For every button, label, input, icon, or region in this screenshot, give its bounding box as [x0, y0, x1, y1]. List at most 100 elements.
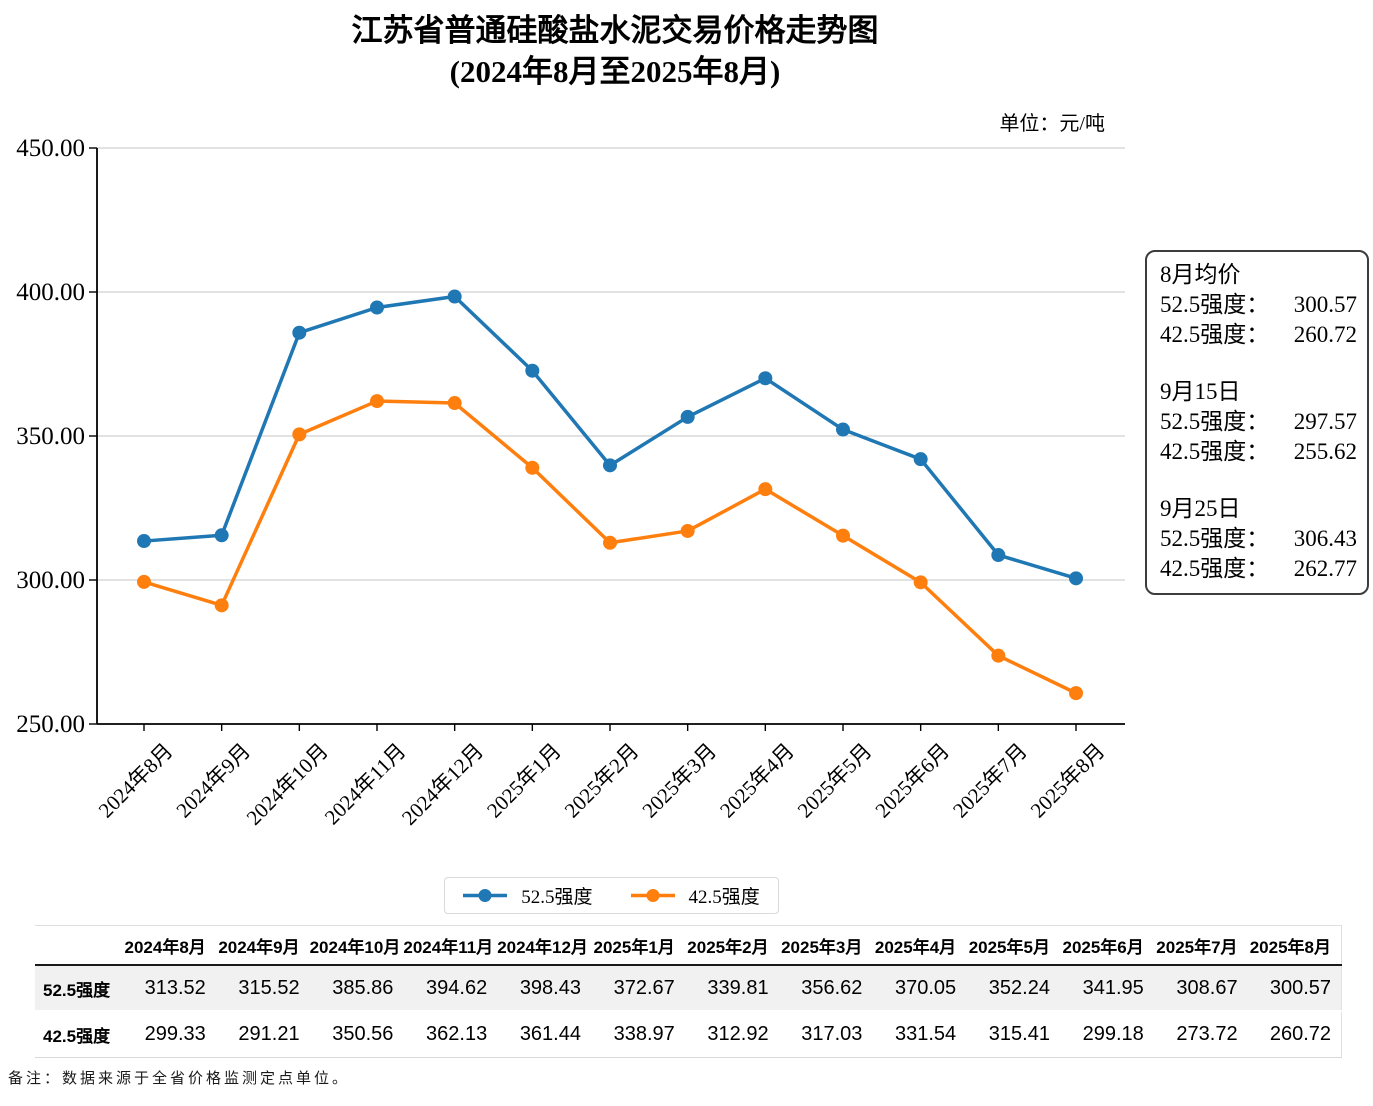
- x-tick-label: 2024年8月: [94, 739, 178, 823]
- annotation-row: 42.5强度： 260.72: [1160, 320, 1357, 350]
- x-tick-label: 2024年11月: [320, 739, 411, 830]
- data-point: [137, 534, 151, 549]
- legend-item: 42.5强度: [630, 882, 760, 909]
- annotation-value: 262.77: [1293, 556, 1357, 581]
- legend-item: 52.5强度: [463, 882, 593, 909]
- header-cell: 2024年9月: [215, 925, 310, 966]
- annotation-row: 52.5强度： 300.57: [1160, 290, 1357, 320]
- annotation-row: 42.5强度： 255.62: [1160, 437, 1357, 467]
- x-tick-label: 2025年6月: [870, 739, 954, 823]
- value-cell: 350.56: [309, 1011, 404, 1058]
- legend-marker-icon: [630, 889, 675, 902]
- y-tick-label: 350.00: [16, 423, 85, 450]
- header-cell: 2024年10月: [309, 925, 404, 966]
- header-cell: 2024年11月: [403, 925, 498, 966]
- value-cell: 356.62: [778, 965, 873, 1012]
- value-cell: 385.86: [309, 965, 404, 1012]
- data-point: [214, 598, 229, 613]
- header-cell: 2025年7月: [1153, 925, 1248, 966]
- data-point: [447, 289, 462, 304]
- header-cell: 2024年8月: [122, 925, 216, 966]
- data-point: [758, 482, 773, 497]
- x-tick-label: 2025年4月: [715, 739, 799, 823]
- value-cell: 339.81: [684, 965, 779, 1012]
- data-point: [1069, 571, 1083, 586]
- annotation-value: 297.57: [1293, 409, 1357, 434]
- x-tick-label: 2025年2月: [560, 739, 644, 823]
- annotation-label: 42.5强度：: [1160, 322, 1270, 347]
- footnote: 备注：数据来源于全省价格监测定点单位。: [8, 1071, 351, 1087]
- value-cell: 338.97: [590, 1011, 685, 1058]
- header-cell: 2025年1月: [590, 925, 685, 966]
- value-cell: 273.72: [1153, 1011, 1248, 1058]
- annotation-value: 300.57: [1293, 292, 1357, 317]
- data-point: [836, 528, 850, 543]
- corner-cell: [35, 925, 122, 966]
- value-cell: 317.03: [778, 1011, 873, 1058]
- value-cell: 299.33: [122, 1011, 216, 1058]
- data-point: [292, 325, 307, 340]
- value-cell: 315.41: [966, 1011, 1060, 1058]
- x-tick-label: 2025年1月: [482, 739, 566, 823]
- y-tick-label: 400.00: [16, 279, 85, 306]
- data-point: [214, 528, 229, 543]
- annotation-value: 255.62: [1293, 439, 1357, 464]
- value-cell: 370.05: [872, 965, 967, 1012]
- x-tick-label: 2025年3月: [637, 739, 721, 823]
- annotation-value: 260.72: [1293, 322, 1357, 347]
- x-tick-label: 2025年5月: [793, 739, 877, 823]
- annotation-heading: 9月15日: [1160, 379, 1241, 404]
- y-tick-label: 300.00: [16, 567, 85, 594]
- data-point: [836, 422, 850, 437]
- data-point: [991, 648, 1006, 663]
- x-tick-label: 2025年8月: [1026, 739, 1110, 823]
- data-point: [603, 535, 617, 550]
- table-row: 52.5强度 313.52 315.52 385.86 394.62 398.43 372.…: [35, 965, 1342, 1012]
- data-point: [913, 575, 928, 590]
- annotation-row: 42.5强度： 262.77: [1160, 554, 1357, 584]
- x-tick-label: 2024年10月: [242, 739, 333, 830]
- value-cell: 315.52: [215, 965, 310, 1012]
- data-point: [1069, 686, 1083, 701]
- annotation-label: 52.5强度：: [1160, 292, 1270, 317]
- value-cell: 341.95: [1059, 965, 1154, 1012]
- title-block: 江苏省普通硅酸盐水泥交易价格走势图 (2024年8月至2025年8月): [0, 10, 1230, 92]
- annotation-group: 9月25日 52.5强度： 306.43 42.5强度： 262.77: [1160, 494, 1357, 584]
- price-table: 2024年8月 2024年9月 2024年10月 2024年11月 2024年12月 20…: [35, 925, 1342, 1058]
- data-point: [525, 363, 540, 378]
- data-point: [680, 409, 695, 424]
- y-tick-label: 450.00: [16, 135, 85, 162]
- y-tick-label: 250.00: [16, 711, 85, 738]
- annotation-row: 52.5强度： 297.57: [1160, 407, 1357, 437]
- legend: 52.5强度 42.5强度: [444, 877, 779, 914]
- annotation-box: 8月均价 52.5强度： 300.57 42.5强度： 260.72 9月15日 52.5强…: [1145, 250, 1369, 595]
- price-trend-chart: 250.00300.00350.00400.00450.002024年8月202…: [16, 135, 1125, 830]
- value-cell: 331.54: [872, 1011, 967, 1058]
- row-label: 52.5强度: [35, 965, 122, 1012]
- annotation-label: 52.5强度：: [1160, 409, 1270, 434]
- value-cell: 352.24: [966, 965, 1060, 1012]
- annotation-heading: 8月均价: [1160, 262, 1241, 287]
- chart-title: 江苏省普通硅酸盐水泥交易价格走势图: [351, 13, 879, 48]
- unit-label: 单位：元/吨: [999, 113, 1105, 135]
- x-tick-label: 2024年9月: [171, 739, 255, 823]
- row-label: 42.5强度: [35, 1011, 122, 1058]
- legend-label: 52.5强度: [521, 887, 593, 908]
- header-cell: 2025年3月: [778, 925, 873, 966]
- legend-label: 42.5强度: [688, 887, 760, 908]
- chart-subtitle: (2024年8月至2025年8月): [449, 54, 781, 89]
- table-header-row: 2024年8月 2024年9月 2024年10月 2024年11月 2024年12月 20…: [35, 925, 1342, 966]
- data-point: [447, 396, 462, 411]
- data-point: [137, 574, 151, 589]
- value-cell: 308.67: [1153, 965, 1248, 1012]
- header-cell: 2025年4月: [872, 925, 967, 966]
- value-cell: 313.52: [122, 965, 216, 1012]
- value-cell: 362.13: [403, 1011, 498, 1058]
- value-cell: 312.92: [684, 1011, 779, 1058]
- x-tick-label: 2025年7月: [948, 739, 1032, 823]
- legend-marker-icon: [463, 889, 508, 902]
- header-cell: 2024年12月: [497, 925, 591, 966]
- data-point: [370, 300, 384, 315]
- header-cell: 2025年2月: [684, 925, 779, 966]
- header-cell: 2025年8月: [1247, 925, 1342, 966]
